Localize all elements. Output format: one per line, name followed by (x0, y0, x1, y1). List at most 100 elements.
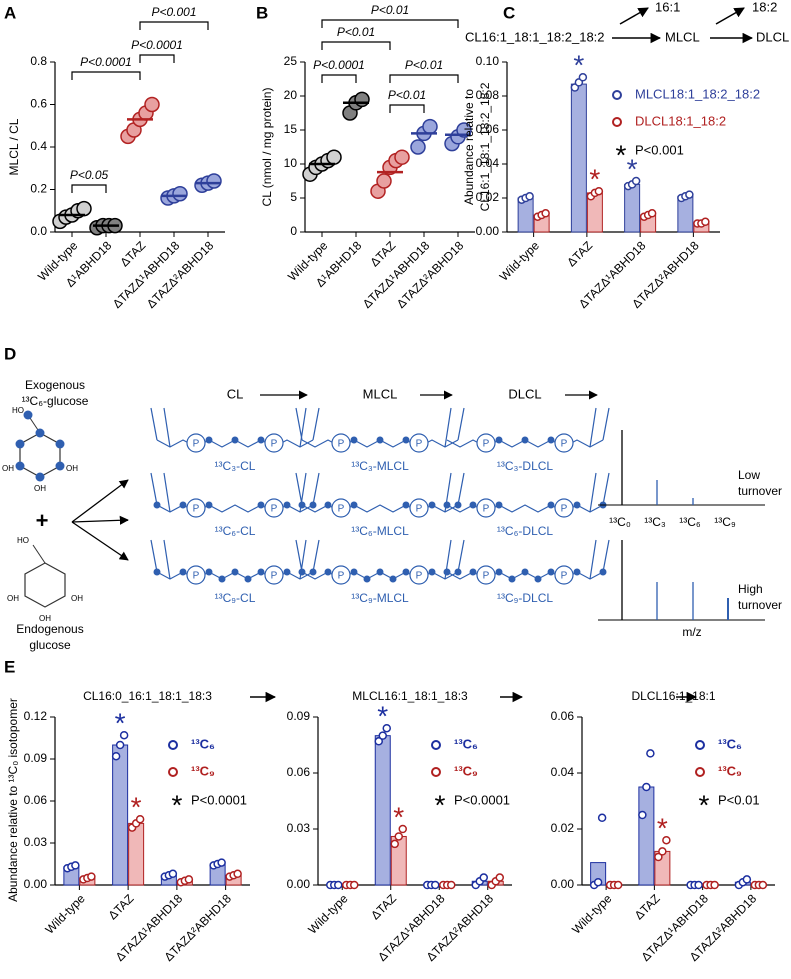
legend-marker (695, 767, 705, 777)
acyl-tail (150, 407, 158, 441)
phosphate-label: P (416, 504, 423, 515)
labelled-carbon (599, 568, 607, 576)
labelled-carbon (443, 568, 451, 576)
bracket (71, 71, 141, 80)
pathway-text: DLCL (756, 29, 789, 44)
significance-star: * (657, 813, 668, 844)
comparison-label: P<0.0001 (131, 38, 183, 52)
y-tick-label: 0 (290, 224, 297, 238)
acyl-tail (163, 407, 171, 448)
y-tick-label: 0.6 (30, 97, 47, 111)
labelled-carbon (508, 575, 516, 583)
y-tick-label: 0.4 (30, 139, 47, 153)
data-point (76, 200, 92, 217)
phosphate (476, 498, 496, 518)
phosphate (554, 433, 574, 453)
isotopomer-label: ¹³C₆ (679, 515, 701, 529)
bracket (389, 74, 459, 83)
glucose-ring (24, 562, 66, 608)
data-point (646, 749, 655, 758)
labelled-carbon (389, 575, 397, 583)
acyl-tail (457, 472, 465, 506)
y-axis-label: Abundance relative to ¹³C₀ isotopomer (6, 698, 20, 902)
phosphate (264, 565, 284, 585)
labelled-carbon (428, 568, 436, 576)
labelled-carbon (205, 436, 213, 444)
data-point (701, 217, 710, 227)
phosphate-label: P (416, 571, 423, 582)
phosphate-label: P (561, 504, 568, 515)
bar (570, 83, 587, 233)
data-point (71, 861, 80, 870)
bond (32, 544, 46, 564)
labelled-carbon (257, 568, 265, 576)
data-point (658, 847, 667, 856)
data-point (479, 873, 488, 882)
arrow (71, 521, 129, 561)
panel-label: A (4, 3, 16, 22)
carbon (55, 461, 65, 471)
data-point (654, 852, 663, 862)
phosphate-label: P (193, 571, 200, 582)
labelled-carbon (153, 568, 161, 576)
legend-label: ¹³C₆ (454, 736, 478, 751)
legend-label: ¹³C₆ (191, 736, 215, 751)
significance-star: * (573, 50, 584, 81)
hydroxyl: HO (12, 406, 24, 415)
legend-note: P<0.001 (635, 142, 684, 157)
phosphate-label: P (271, 439, 278, 450)
isotopomer-label: ¹³C₃ (644, 515, 666, 529)
data-point (115, 740, 125, 750)
labelled-carbon (205, 568, 213, 576)
acyl-tail (163, 472, 171, 513)
phosphate-label: P (193, 504, 200, 515)
turnover-label: turnover (738, 598, 782, 612)
y-tick-label: 0.03 (24, 835, 48, 849)
data-point (394, 149, 410, 165)
species-label: ¹³C₃-CL (215, 459, 256, 473)
legend-star: * (172, 789, 183, 820)
x-tick-label: Wild-type (42, 891, 87, 936)
data-point (525, 192, 534, 201)
data-point (742, 875, 752, 884)
x-tick-label: ΔTAZ (106, 891, 137, 922)
turnover-label: High (738, 582, 763, 596)
labelled-carbon (376, 568, 384, 576)
data-point (135, 814, 145, 824)
data-point (111, 751, 121, 761)
data-point (495, 873, 504, 882)
data-point (394, 832, 403, 841)
data-point (233, 869, 242, 879)
data-point (685, 190, 694, 199)
isotopomer-label: ¹³C₉ (714, 515, 736, 529)
acyl-tail (589, 539, 597, 580)
x-tick-label: ΔTAZ (564, 238, 595, 269)
legend-star: * (699, 789, 710, 820)
data-point (456, 122, 472, 138)
legend-marker (431, 740, 441, 750)
acyl-tail (589, 472, 597, 513)
labelled-carbon (309, 501, 317, 509)
x-tick-label: ΔTAZ (368, 891, 399, 922)
labelled-carbon (454, 501, 462, 509)
panel-label: C (503, 3, 515, 22)
phosphate-label: P (271, 504, 278, 515)
acyl-tail (299, 407, 307, 448)
phosphate-label: P (483, 571, 490, 582)
y-tick-label: 0.04 (476, 156, 500, 170)
legend-marker (431, 767, 441, 777)
legend-label: MLCL18:1_18:2_18:2 (635, 86, 760, 101)
chart-title: DLCL16:1_18:1 (631, 689, 715, 703)
phosphate (409, 565, 429, 585)
y-axis-label: CL (nmol / mg protein) (260, 88, 274, 207)
labelled-carbon (495, 501, 503, 509)
data-point (119, 730, 129, 740)
acyl-tail (457, 539, 465, 573)
phosphate (331, 565, 351, 585)
data-point (710, 880, 719, 890)
source-label: glucose (29, 638, 71, 652)
labelled-carbon (469, 501, 477, 509)
acyl-tail (163, 539, 171, 580)
bar (128, 822, 145, 886)
labelled-carbon (402, 568, 410, 576)
